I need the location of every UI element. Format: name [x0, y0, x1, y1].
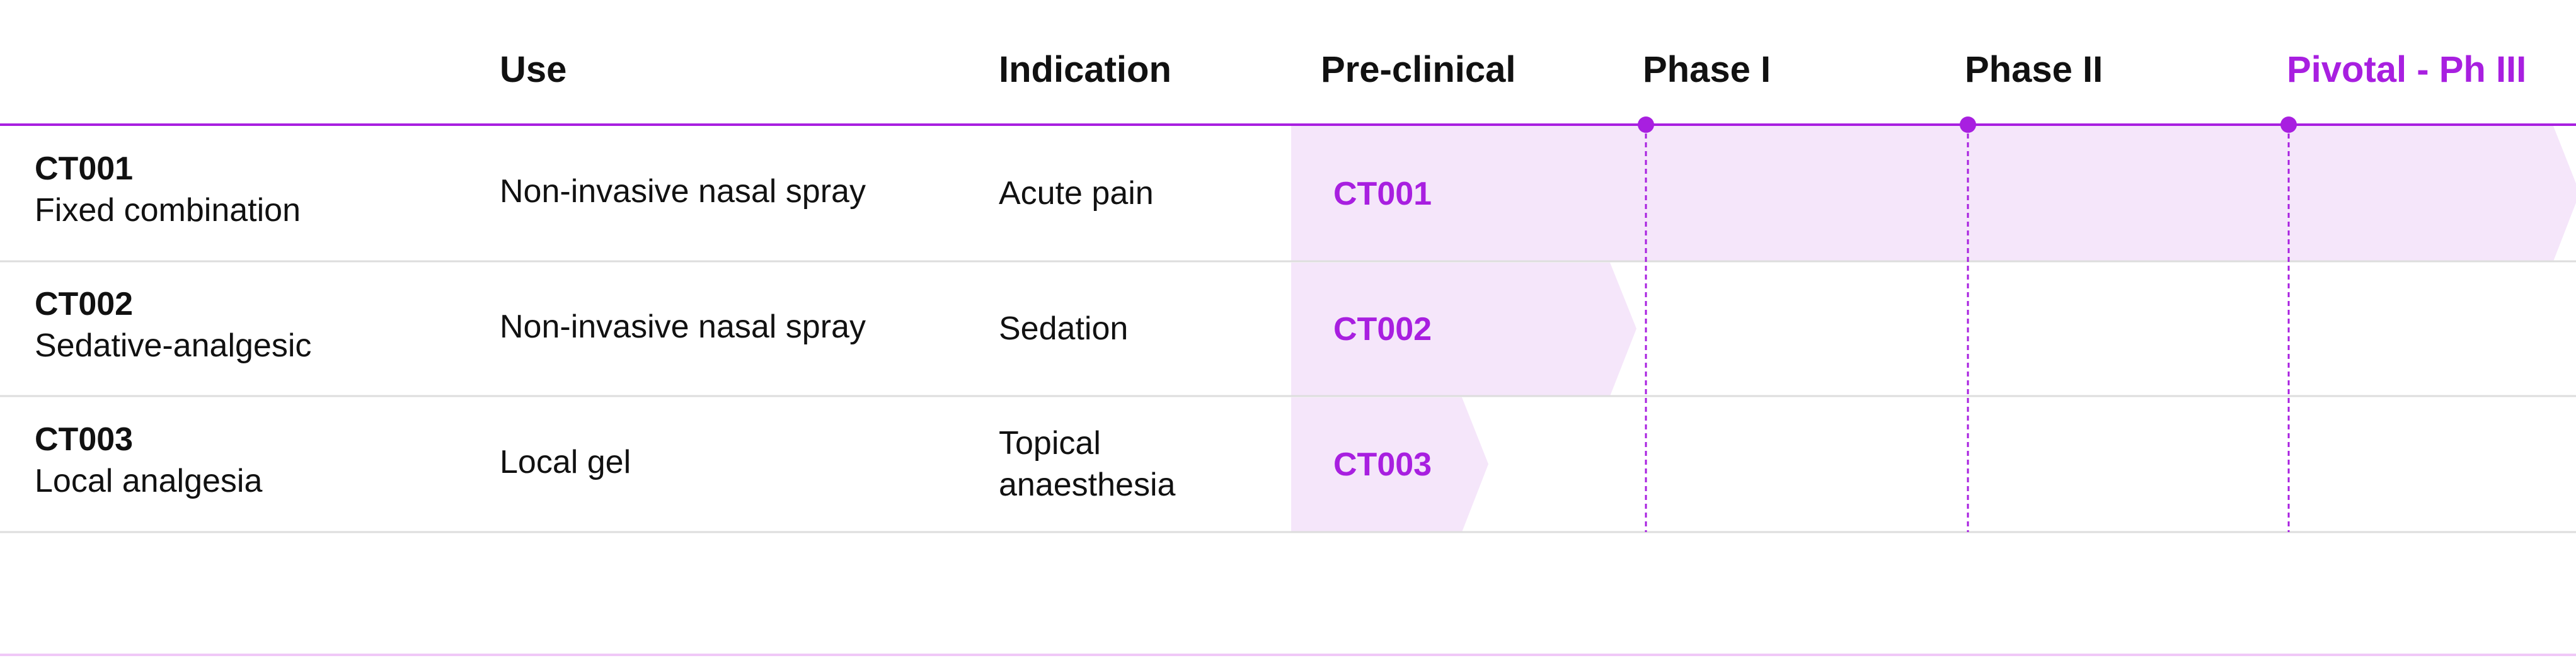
bar-label: CT001 — [1333, 175, 1432, 212]
column-header: Indication — [999, 49, 1171, 90]
use-cell: Local gel — [500, 444, 631, 480]
product-code: CT001 — [35, 150, 134, 187]
progress-bar — [1291, 126, 2576, 261]
column-header: Phase I — [1643, 49, 1771, 90]
phase-dot — [2280, 116, 2297, 133]
product-code: CT002 — [35, 286, 134, 322]
column-header: Pre-clinical — [1321, 49, 1516, 90]
column-header: Pivotal - Ph III — [2287, 49, 2527, 90]
product-description: Fixed combination — [35, 191, 301, 229]
progress-bar — [1291, 397, 1488, 532]
indication-cell: Sedation — [999, 310, 1129, 347]
progress-bar — [1291, 263, 1636, 396]
phase-dot — [1960, 116, 1976, 133]
column-header: Phase II — [1965, 49, 2103, 90]
product-code: CT003 — [35, 421, 134, 458]
product-description: Local analgesia — [35, 463, 263, 499]
use-cell: Non-invasive nasal spray — [500, 173, 866, 210]
bar-label: CT003 — [1333, 446, 1432, 483]
column-header: Use — [500, 49, 567, 90]
product-description: Sedative-analgesic — [35, 327, 312, 364]
phase-dot — [1638, 116, 1654, 133]
bar-label: CT002 — [1333, 311, 1432, 348]
indication-cell: Topical anaesthesia — [999, 425, 1176, 503]
use-cell: Non-invasive nasal spray — [500, 309, 866, 345]
indication-cell: Acute pain — [999, 174, 1154, 212]
